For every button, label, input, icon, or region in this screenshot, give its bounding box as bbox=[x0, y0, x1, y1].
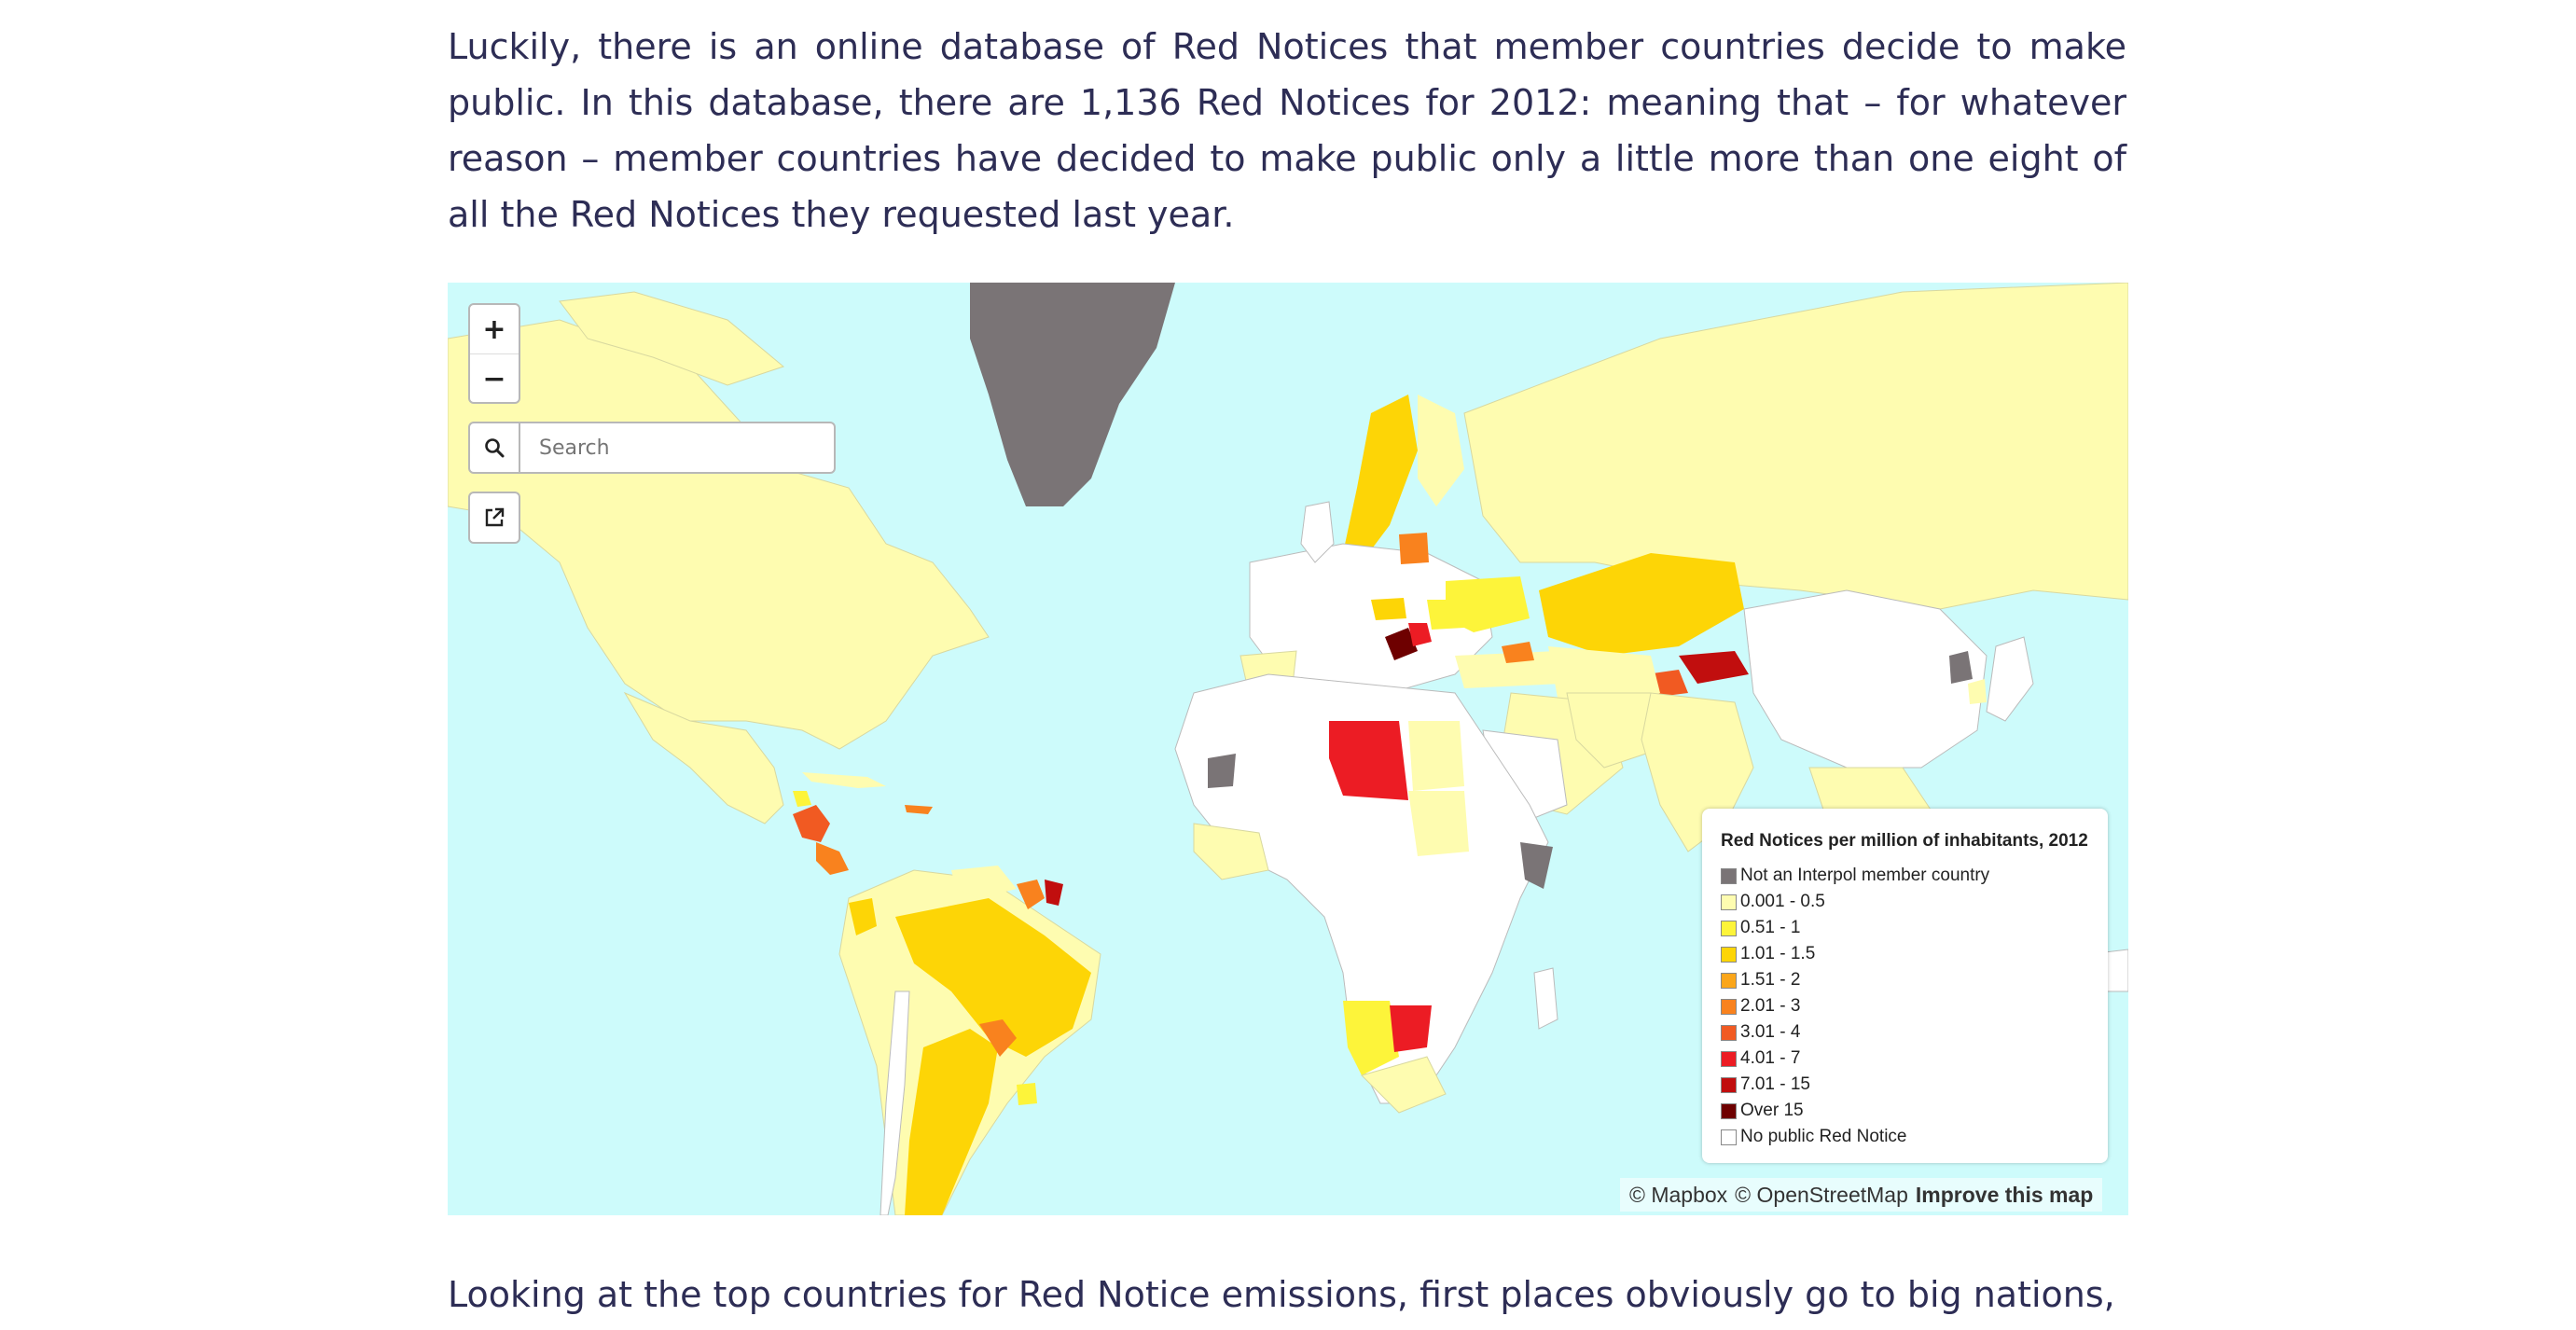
legend-item: Not an Interpol member country bbox=[1721, 863, 1989, 889]
legend-swatch bbox=[1721, 972, 1737, 989]
legend-label: No public Red Notice bbox=[1740, 1127, 1907, 1146]
legend-swatch bbox=[1721, 1102, 1737, 1119]
region-botswana bbox=[1390, 1005, 1432, 1052]
region-korea bbox=[1968, 679, 1987, 704]
osm-attribution-link[interactable]: © OpenStreetMap bbox=[1735, 1182, 1908, 1207]
legend-label: 4.01 - 7 bbox=[1740, 1048, 1801, 1068]
region-sudan bbox=[1408, 791, 1469, 856]
legend-swatch bbox=[1721, 1076, 1737, 1093]
legend-item: 2.01 - 3 bbox=[1721, 993, 1800, 1019]
legend-label: 0.001 - 0.5 bbox=[1740, 892, 1825, 911]
legend-title: Red Notices per million of inhabitants, … bbox=[1721, 831, 2088, 851]
legend-item: 1.51 - 2 bbox=[1721, 967, 1800, 993]
zoom-out-button[interactable]: − bbox=[482, 362, 506, 395]
region-caribbean bbox=[905, 805, 933, 814]
region-kyrgyzstan bbox=[1679, 651, 1749, 684]
region-hungary bbox=[1371, 598, 1406, 620]
article-paragraph: Looking at the top countries for Red Not… bbox=[448, 1274, 2126, 1315]
region-central-america-c bbox=[793, 791, 811, 807]
region-paraguay bbox=[979, 1019, 1017, 1057]
legend-label: 3.01 - 4 bbox=[1740, 1022, 1801, 1042]
legend-item: 7.01 - 15 bbox=[1721, 1072, 1810, 1098]
region-iran bbox=[1566, 692, 1661, 769]
region-chile bbox=[879, 991, 910, 1215]
region-greenland bbox=[970, 283, 1175, 506]
region-namibia bbox=[1343, 1001, 1399, 1075]
legend-item: Over 15 bbox=[1721, 1098, 1804, 1124]
region-kazakhstan bbox=[1539, 553, 1744, 656]
region-uruguay bbox=[1017, 1083, 1037, 1105]
region-north-korea bbox=[1949, 651, 1973, 684]
choropleth-map[interactable]: + − Red Notices per million of inhabitan… bbox=[448, 283, 2128, 1215]
region-mexico bbox=[623, 691, 784, 824]
legend-label: Over 15 bbox=[1740, 1101, 1804, 1120]
legend-swatch bbox=[1721, 998, 1737, 1015]
region-west-africa bbox=[1193, 823, 1269, 880]
region-cuba bbox=[802, 772, 886, 788]
legend-swatch bbox=[1721, 894, 1737, 910]
region-china bbox=[1743, 589, 1987, 769]
mapbox-attribution-link[interactable]: © Mapbox bbox=[1629, 1182, 1728, 1207]
legend-item: No public Red Notice bbox=[1721, 1124, 1906, 1150]
region-south-africa bbox=[1361, 1056, 1447, 1114]
region-guyana bbox=[1017, 880, 1045, 909]
region-libya bbox=[1329, 721, 1408, 800]
legend-swatch bbox=[1721, 867, 1737, 884]
legend-item: 4.01 - 7 bbox=[1721, 1046, 1800, 1072]
map-attribution: © Mapbox © OpenStreetMap Improve this ma… bbox=[1620, 1178, 2103, 1212]
region-ecuador bbox=[849, 898, 877, 935]
share-button[interactable] bbox=[468, 492, 520, 544]
region-argentina bbox=[905, 1029, 998, 1215]
legend-swatch bbox=[1721, 920, 1737, 936]
region-turkey bbox=[1455, 651, 1562, 688]
region-ukraine bbox=[1446, 576, 1530, 632]
region-venezuela bbox=[951, 866, 1017, 898]
legend-swatch bbox=[1721, 1024, 1737, 1041]
region-balkans-a bbox=[1385, 628, 1418, 660]
region-caucasus bbox=[1502, 642, 1534, 663]
region-western-sahara bbox=[1208, 754, 1236, 788]
zoom-control: + − bbox=[468, 303, 520, 404]
improve-map-link[interactable]: Improve this map bbox=[1915, 1182, 2094, 1207]
article-paragraph: Luckily, there is an online database of … bbox=[448, 26, 2126, 235]
region-somalia bbox=[1520, 842, 1553, 889]
region-madagascar bbox=[1533, 967, 1558, 1030]
search-icon bbox=[485, 438, 505, 458]
region-canada-arctic bbox=[559, 291, 785, 386]
legend-label: 1.51 - 2 bbox=[1740, 970, 1801, 990]
region-japan bbox=[1986, 636, 2034, 722]
legend-swatch bbox=[1721, 1129, 1737, 1145]
legend-swatch bbox=[1721, 1050, 1737, 1067]
region-central-america-a bbox=[793, 805, 830, 842]
zoom-in-button[interactable]: + bbox=[470, 305, 519, 354]
search-input[interactable] bbox=[519, 422, 836, 474]
legend-swatch bbox=[1721, 946, 1737, 963]
region-norway bbox=[1343, 395, 1418, 562]
legend-label: Not an Interpol member country bbox=[1740, 866, 1990, 885]
map-legend: Red Notices per million of inhabitants, … bbox=[1702, 809, 2108, 1163]
region-romania bbox=[1427, 600, 1464, 630]
region-balkans-b bbox=[1408, 623, 1432, 646]
region-north-america bbox=[448, 319, 990, 750]
legend-item: 3.01 - 4 bbox=[1721, 1019, 1800, 1046]
share-icon bbox=[485, 507, 505, 527]
region-central-america-b bbox=[816, 842, 849, 875]
search-button[interactable] bbox=[468, 422, 520, 474]
region-finland bbox=[1418, 395, 1464, 506]
legend-label: 0.51 - 1 bbox=[1740, 918, 1801, 937]
region-russia bbox=[1463, 283, 2128, 610]
region-baltics bbox=[1399, 533, 1429, 564]
legend-item: 0.51 - 1 bbox=[1721, 915, 1800, 941]
legend-item: 1.01 - 1.5 bbox=[1721, 941, 1815, 967]
legend-label: 2.01 - 3 bbox=[1740, 996, 1801, 1016]
region-suriname bbox=[1045, 880, 1063, 906]
legend-label: 1.01 - 1.5 bbox=[1740, 944, 1816, 963]
region-brazil bbox=[895, 898, 1091, 1057]
legend-item: 0.001 - 0.5 bbox=[1721, 889, 1825, 915]
region-egypt bbox=[1408, 721, 1464, 791]
legend-label: 7.01 - 15 bbox=[1740, 1074, 1810, 1094]
region-uk bbox=[1300, 501, 1335, 563]
